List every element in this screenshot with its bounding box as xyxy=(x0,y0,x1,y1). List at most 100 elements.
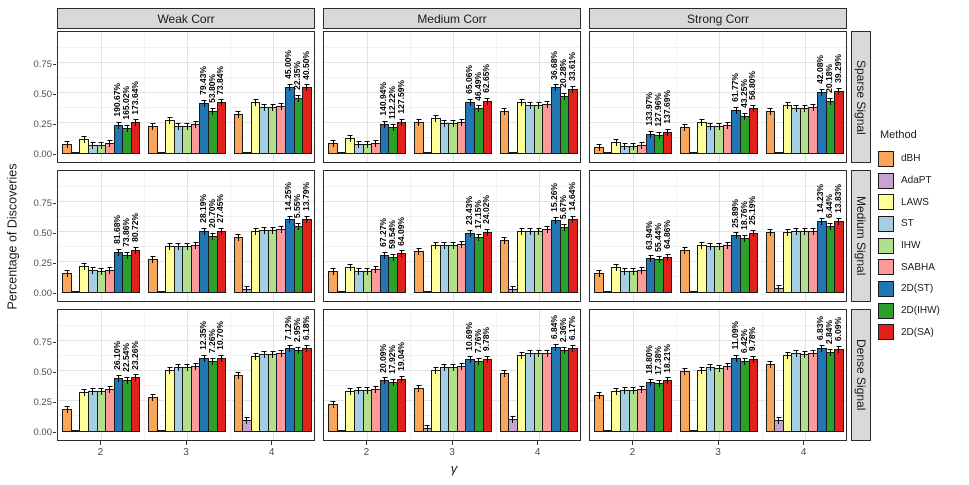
bar-annotation: 13.79% xyxy=(300,182,311,212)
bar-dbh xyxy=(233,110,244,154)
bar-annotation: 39.29% xyxy=(832,54,843,83)
y-tick-mark xyxy=(53,232,56,234)
error-bar xyxy=(218,99,224,106)
error-bar xyxy=(201,100,207,107)
error-bar xyxy=(785,228,791,236)
legend-key-swatch xyxy=(878,324,894,341)
bar-dbh xyxy=(765,107,776,154)
error-bar xyxy=(287,83,293,91)
bar-dbh xyxy=(414,248,424,293)
y-axis-label: Percentage of Discoveries xyxy=(5,163,20,310)
error-bar xyxy=(802,104,808,112)
error-bar xyxy=(184,122,190,130)
error-bar xyxy=(330,140,336,147)
bar-dbh xyxy=(414,384,424,432)
error-bar xyxy=(639,267,645,274)
x-tick-label: 2 xyxy=(97,447,104,458)
gridline-h-major xyxy=(58,231,314,232)
legend-key-swatch xyxy=(878,302,894,319)
legend-key-swatch xyxy=(878,172,894,189)
bar-2d-sa xyxy=(568,215,578,293)
error-bar xyxy=(167,116,173,124)
error-bar xyxy=(527,101,533,109)
error-bar xyxy=(330,401,336,408)
error-bar xyxy=(501,237,507,244)
error-bar xyxy=(287,216,293,223)
error-bar xyxy=(639,142,645,149)
gridline-v-minor xyxy=(230,310,231,440)
y-tick-mark xyxy=(53,202,56,204)
error-bar xyxy=(570,85,576,93)
gridline-v-major xyxy=(719,171,720,301)
x-tick-label: 4 xyxy=(534,447,541,458)
error-bar xyxy=(304,84,310,91)
bar-dbh xyxy=(328,268,338,293)
gridline-h-minor xyxy=(590,216,846,217)
x-tick-mark xyxy=(271,441,273,445)
error-bar xyxy=(295,94,301,102)
error-bar xyxy=(210,107,216,115)
error-bar xyxy=(733,106,739,114)
gridline-h-minor xyxy=(324,355,580,356)
error-bar xyxy=(364,267,370,275)
error-bar xyxy=(536,101,542,109)
error-bar xyxy=(278,225,284,233)
error-bar xyxy=(244,417,250,424)
error-bar xyxy=(570,345,576,352)
gridline-v-major xyxy=(367,32,369,162)
bar-group-gamma-4 xyxy=(233,309,312,432)
legend-item-label: ST xyxy=(901,218,914,230)
bar-dbh xyxy=(233,372,244,432)
error-bar xyxy=(699,242,705,249)
error-bar xyxy=(133,119,139,126)
bar-2d-sa xyxy=(662,377,673,432)
gridline-h-minor xyxy=(324,325,580,326)
bar-annotation: 9.78% xyxy=(481,326,492,351)
bar-group-gamma-3 xyxy=(148,170,227,293)
error-bar xyxy=(382,377,387,384)
error-bar xyxy=(622,142,628,150)
x-tick-label: 3 xyxy=(449,447,455,458)
bar-group-gamma-2 xyxy=(62,309,141,432)
gridline-v-minor xyxy=(144,32,145,162)
error-bar xyxy=(347,388,353,395)
gridline-v-minor xyxy=(230,171,231,301)
panel-sparse-signal-weak-corr: 190.67% 165.02% 173.64% 79.43% 53.80% 73.84% 4… xyxy=(57,31,315,163)
bar-dbh xyxy=(680,124,690,154)
gridline-v-minor xyxy=(762,310,763,440)
error-bar xyxy=(519,227,525,235)
error-bar xyxy=(725,363,731,370)
error-bar xyxy=(544,349,550,357)
y-tick-mark xyxy=(53,123,56,125)
error-bar xyxy=(793,349,799,357)
error-bar xyxy=(441,364,447,371)
legend-key-swatch xyxy=(878,150,894,167)
gridline-v-major xyxy=(187,171,188,301)
error-bar xyxy=(416,119,422,126)
bar-2d-sa xyxy=(396,118,407,154)
error-bar xyxy=(235,110,241,118)
error-bar xyxy=(742,234,748,242)
error-bar xyxy=(501,370,507,377)
bar-annotation: 33.61% xyxy=(566,51,577,81)
legend-item-label: 2D(SA) xyxy=(901,326,934,338)
error-bar xyxy=(347,135,353,142)
error-bar xyxy=(836,346,842,353)
error-bar xyxy=(356,141,362,148)
error-bar xyxy=(510,285,516,293)
y-tick-label: 0.25 xyxy=(33,396,53,408)
y-tick-mark xyxy=(53,93,56,95)
error-bar xyxy=(116,121,121,129)
error-bar xyxy=(175,364,181,371)
error-bar xyxy=(785,101,791,109)
error-bar xyxy=(270,351,276,358)
gridline-h-minor xyxy=(590,77,846,78)
gridline-h-major xyxy=(590,201,846,202)
gridline-v-major xyxy=(453,32,454,162)
error-bar xyxy=(484,228,490,236)
error-bar xyxy=(802,227,808,235)
gridline-h-minor xyxy=(58,107,314,108)
bar-group-gamma-3 xyxy=(414,170,493,293)
error-bar xyxy=(150,255,156,263)
error-bar xyxy=(501,107,507,115)
